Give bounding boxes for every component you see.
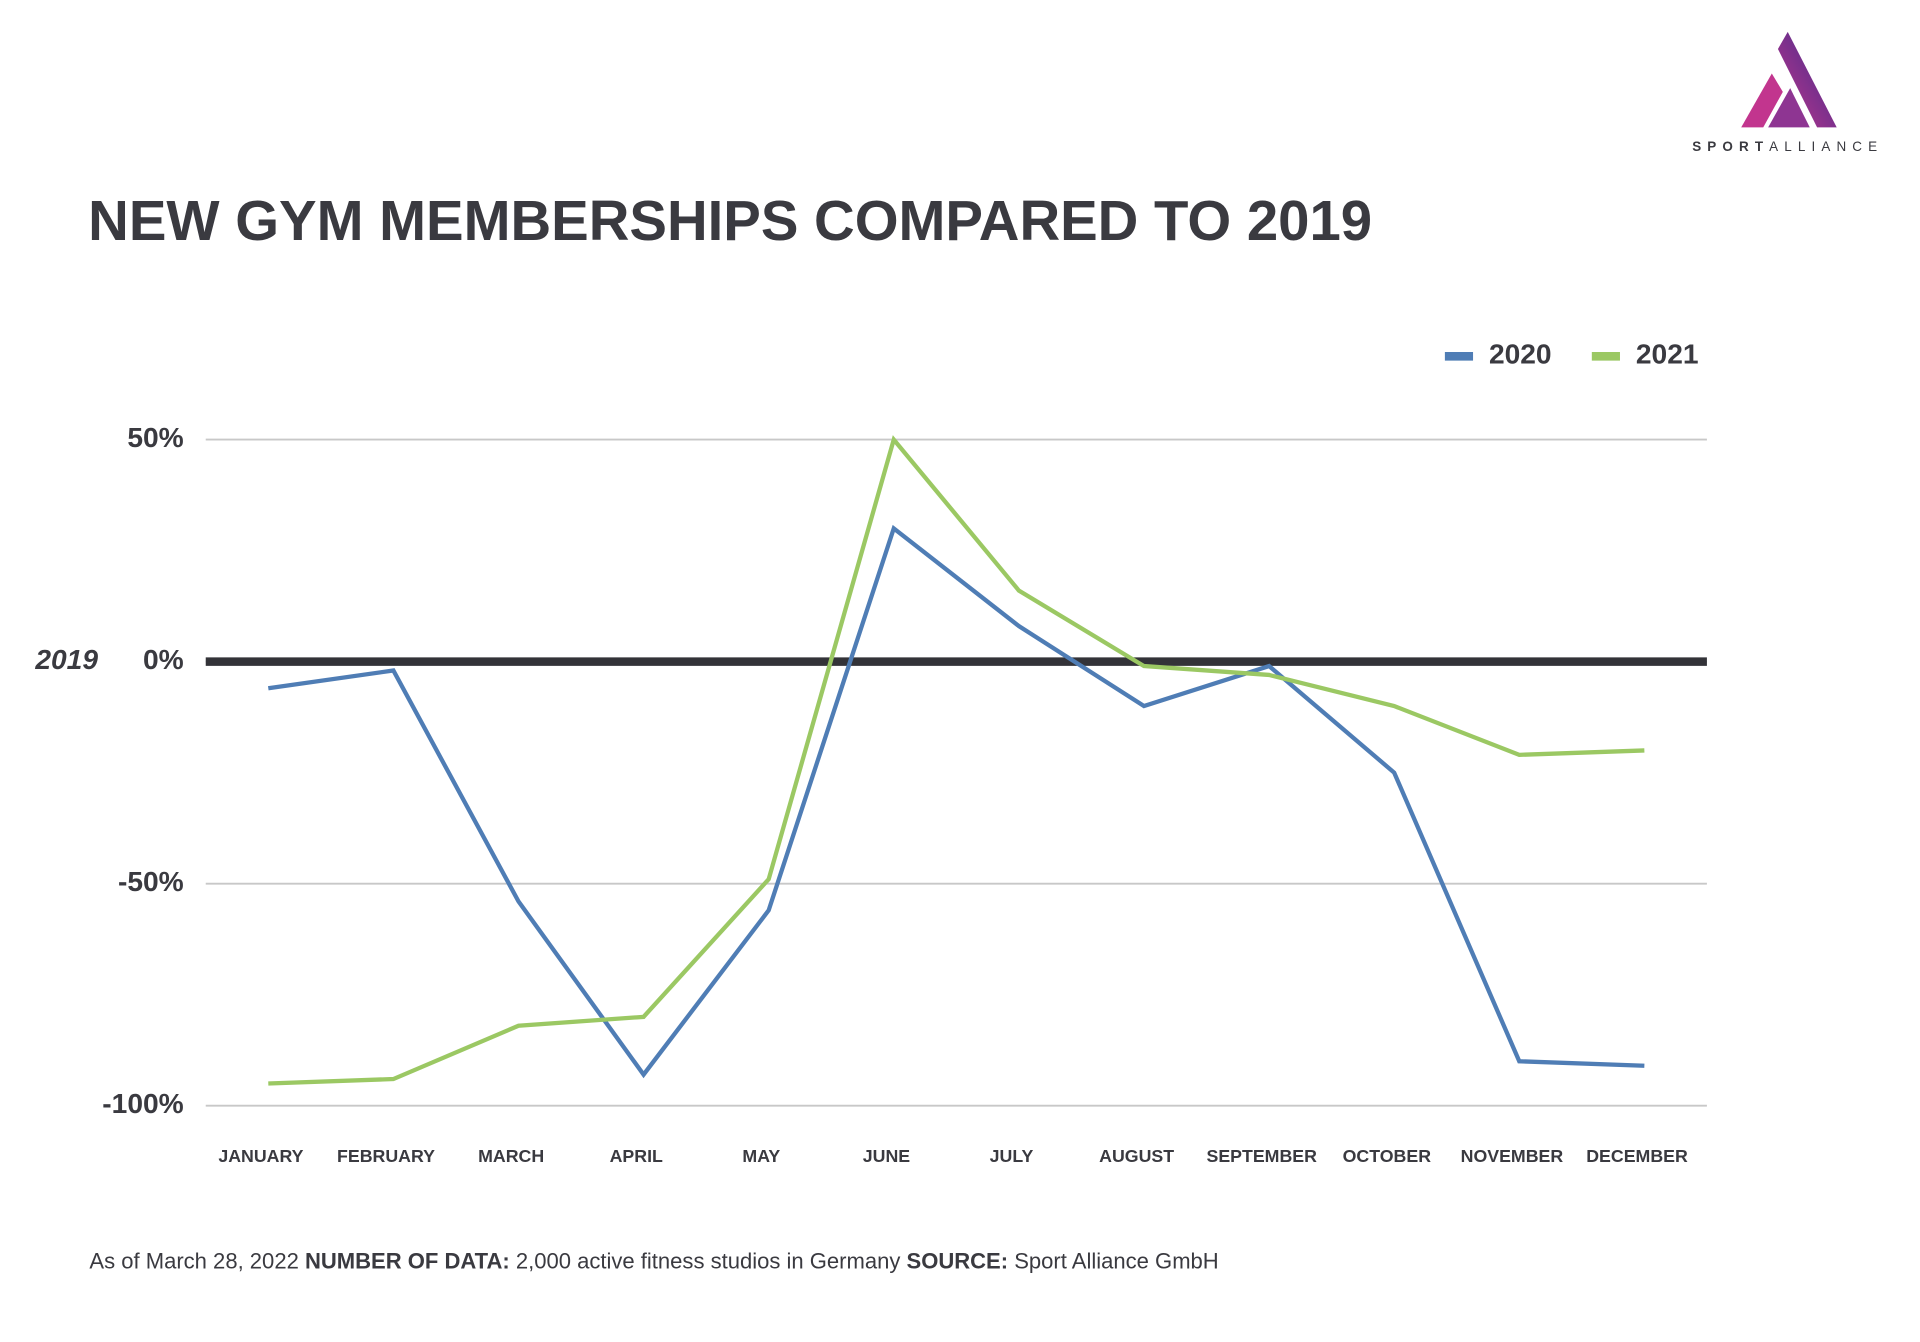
reference-label: 2019	[34, 644, 98, 675]
x-tick-label: JUNE	[863, 1146, 911, 1166]
footnote-date: As of March 28, 2022	[89, 1248, 298, 1273]
x-tick-label: SEPTEMBER	[1206, 1146, 1317, 1166]
data-line	[267, 524, 1645, 1079]
logo-regular: ALLIANCE	[1769, 138, 1883, 153]
x-tick-label: JULY	[990, 1146, 1034, 1166]
data-line	[268, 435, 1645, 1086]
x-tick-label: NOVEMBER	[1461, 1146, 1564, 1166]
y-tick-label: -100%	[102, 1088, 183, 1119]
footnote: As of March 28, 2022 NUMBER OF DATA: 2,0…	[89, 1248, 1218, 1273]
x-tick-label: MAY	[742, 1146, 780, 1166]
y-tick-label: 50%	[127, 422, 183, 453]
x-tick-label: APRIL	[610, 1146, 663, 1166]
y-tick-label: 0%	[143, 644, 184, 675]
logo-text: SPORTALLIANCE	[1692, 138, 1883, 153]
footnote-source-text: Sport Alliance GmbH	[1014, 1248, 1218, 1273]
x-tick-label: MARCH	[478, 1146, 544, 1166]
logo-shape	[1768, 88, 1810, 128]
x-tick-label: DECEMBER	[1586, 1146, 1688, 1166]
y-tick-label: -50%	[118, 866, 184, 897]
legend-label: 2021	[1636, 339, 1699, 370]
logo-shape	[1777, 31, 1837, 128]
logo-bold: SPORT	[1692, 138, 1769, 153]
footnote-data-label: NUMBER OF DATA:	[305, 1248, 510, 1273]
logo-shape	[1741, 73, 1783, 128]
legend-label: 2020	[1489, 339, 1552, 370]
x-tick-label: AUGUST	[1099, 1146, 1174, 1166]
x-tick-label: JANUARY	[218, 1146, 303, 1166]
footnote-data-text: 2,000 active fitness studios in Germany	[516, 1248, 901, 1273]
logo: SPORTALLIANCE	[1692, 31, 1883, 153]
footnote-source-label: SOURCE:	[907, 1248, 1009, 1273]
chart-title: NEW GYM MEMBERSHIPS COMPARED TO 2019	[88, 189, 1372, 252]
x-tick-label: OCTOBER	[1343, 1146, 1432, 1166]
x-tick-label: FEBRUARY	[337, 1146, 435, 1166]
